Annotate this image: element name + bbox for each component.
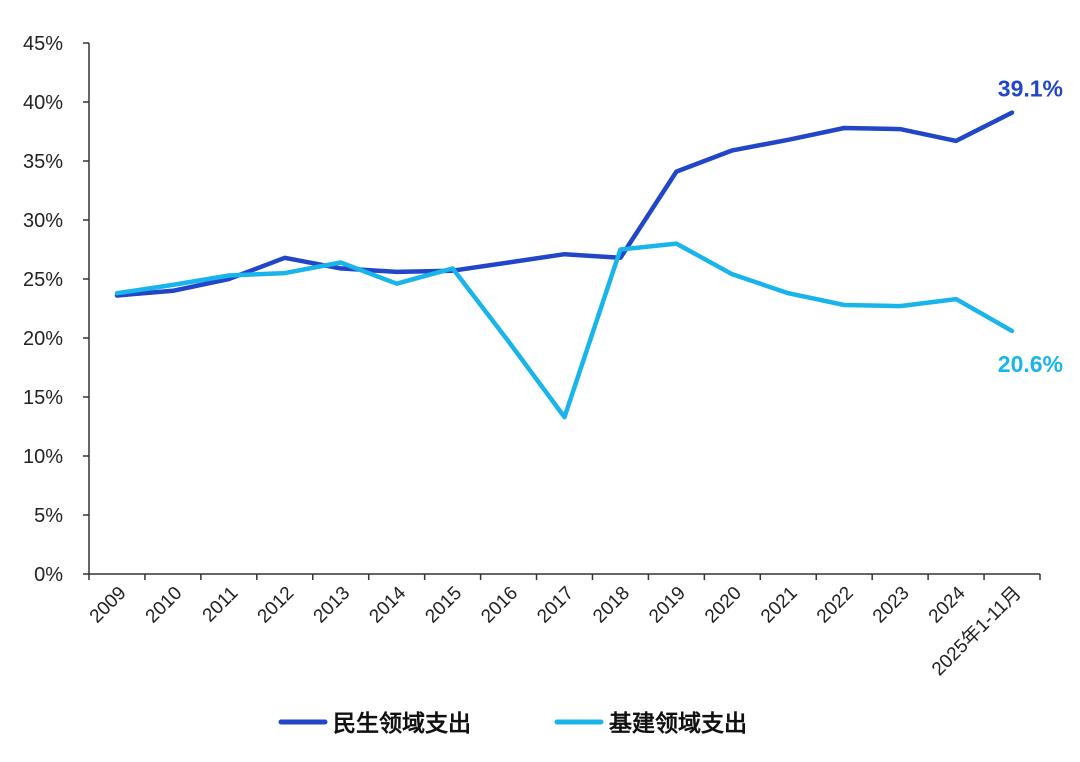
series-end-label-1: 39.1% bbox=[998, 76, 1063, 102]
series-line-2 bbox=[114, 241, 1015, 420]
x-tick-label: 2020 bbox=[701, 583, 746, 628]
x-tick-label: 2018 bbox=[589, 583, 634, 628]
x-tick-labels: 2009 2010 2011 2012 2013 2014 2015 2016 2017 2018… bbox=[86, 582, 1026, 680]
x-tick-label: 2015 bbox=[421, 583, 466, 628]
axes bbox=[83, 42, 1041, 580]
y-tick-label: 45% bbox=[23, 33, 63, 55]
y-tick-label: 30% bbox=[23, 210, 63, 232]
series-line-1 bbox=[114, 110, 1015, 298]
y-tick-label: 0% bbox=[34, 564, 63, 586]
end-labels: 39.1% 20.6% bbox=[998, 76, 1063, 377]
y-tick-label: 10% bbox=[23, 446, 63, 468]
x-tick-label: 2023 bbox=[869, 583, 914, 628]
x-tick-label: 2022 bbox=[813, 583, 858, 628]
y-tick-label: 25% bbox=[23, 269, 63, 291]
y-tick-label: 5% bbox=[34, 505, 63, 527]
x-tick-label: 2019 bbox=[645, 583, 690, 628]
y-tick-label: 15% bbox=[23, 387, 63, 409]
x-tick-label: 2017 bbox=[533, 583, 578, 628]
legend: 民生领域支出 基建领域支出 bbox=[278, 710, 747, 737]
x-tick-label: 2014 bbox=[365, 582, 410, 627]
legend-label-2: 基建领域支出 bbox=[609, 710, 747, 737]
y-tick-label: 20% bbox=[23, 328, 63, 350]
x-tick-label: 2021 bbox=[757, 583, 802, 628]
x-tick-label: 2024 bbox=[925, 582, 970, 627]
y-tick-labels: 0% 5% 10% 15% 20% 25% 30% 35% 40% 45% bbox=[23, 33, 63, 586]
series-lines bbox=[114, 110, 1015, 420]
y-tick-label: 40% bbox=[23, 92, 63, 114]
legend-label-1: 民生领域支出 bbox=[333, 710, 471, 737]
x-tick-label: 2012 bbox=[254, 583, 299, 628]
y-tick-label: 35% bbox=[23, 151, 63, 173]
x-tick-label: 2010 bbox=[142, 583, 187, 628]
x-tick-label: 2016 bbox=[477, 583, 522, 628]
series-end-label-2: 20.6% bbox=[998, 351, 1063, 377]
x-tick-label: 2013 bbox=[310, 583, 355, 628]
x-tick-label: 2011 bbox=[199, 583, 243, 627]
x-tick-label: 2009 bbox=[86, 583, 131, 628]
